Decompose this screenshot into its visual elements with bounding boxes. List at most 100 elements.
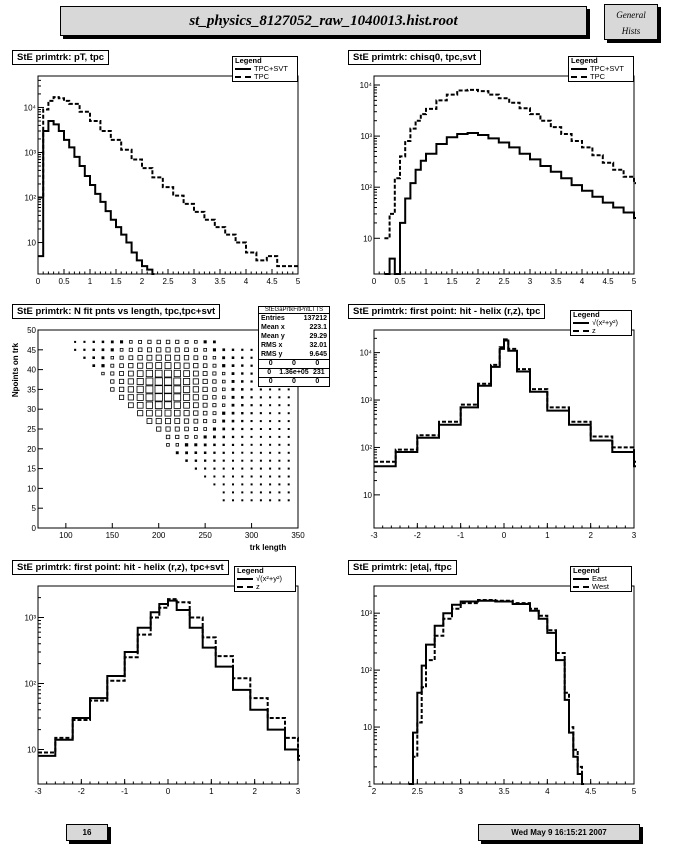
- scatter-box: [145, 393, 154, 402]
- series-line-2: [38, 96, 300, 268]
- scatter-box: [175, 339, 180, 344]
- scatter-box: [250, 364, 253, 367]
- scatter-box: [202, 394, 208, 400]
- scatter-box: [101, 356, 105, 360]
- scatter-box: [287, 435, 290, 438]
- scatter-box: [269, 451, 272, 454]
- x-tick-label: 4: [580, 277, 585, 286]
- scatter-box: [259, 499, 262, 502]
- scatter-box: [278, 483, 281, 486]
- y-tick-label: 10: [363, 723, 372, 732]
- x-tick-label: 2: [252, 787, 257, 796]
- scatter-box: [203, 443, 207, 447]
- x-tick-label: 3: [458, 787, 463, 796]
- legend-swatch: [235, 68, 251, 70]
- scatter-box: [163, 377, 173, 386]
- scatter-box: [231, 467, 234, 470]
- scatter-box: [119, 355, 124, 360]
- scatter-box: [203, 459, 207, 462]
- stats-quad-row: 0 1.36e+05 231: [259, 368, 329, 377]
- scatter-box: [250, 348, 253, 351]
- scatter-box: [241, 483, 244, 486]
- scatter-box: [250, 404, 253, 407]
- scatter-box: [212, 427, 217, 431]
- scatter-box: [185, 451, 189, 455]
- scatter-box: [250, 443, 253, 446]
- y-tick-label: 10⁴: [24, 103, 37, 112]
- scatter-box: [231, 475, 234, 478]
- scatter-box: [183, 402, 190, 409]
- y-tick-label: 10³: [360, 132, 372, 141]
- scatter-box: [145, 369, 153, 378]
- legend-swatch: [573, 322, 589, 324]
- scatter-box: [212, 387, 217, 392]
- scatter-box: [136, 402, 144, 409]
- x-tick-label: 2.5: [162, 277, 174, 286]
- x-axis-label: trk length: [250, 543, 287, 552]
- scatter-box: [193, 418, 199, 424]
- scatter-box: [241, 443, 244, 446]
- scatter-box: [278, 491, 281, 494]
- scatter-box: [155, 362, 163, 369]
- stats-value: 223.1: [309, 324, 327, 331]
- scatter-box: [183, 355, 190, 361]
- scatter-box: [163, 393, 173, 402]
- scatter-box: [146, 418, 153, 424]
- x-tick-label: 3: [296, 787, 301, 796]
- legend-entry: TPC+SVT: [569, 65, 633, 73]
- y-tick-label: 20: [27, 445, 36, 454]
- scatter-box: [192, 402, 199, 409]
- scatter-box: [250, 451, 253, 454]
- scatter-box: [192, 370, 199, 377]
- scatter-box: [183, 378, 191, 386]
- scatter-box: [173, 409, 181, 417]
- scatter-box: [222, 435, 225, 439]
- scatter-box: [156, 339, 161, 345]
- scatter-box: [120, 340, 124, 344]
- scatter-box: [250, 380, 253, 383]
- y-tick-label: 10⁴: [360, 81, 373, 90]
- scatter-box: [240, 396, 244, 399]
- scatter-box: [287, 467, 290, 470]
- scatter-box: [173, 369, 181, 378]
- scatter-box: [278, 428, 281, 431]
- plot-frame: [373, 75, 635, 275]
- y-tick-label: 35: [27, 385, 36, 394]
- scatter-box: [222, 364, 226, 368]
- scatter-box: [250, 428, 253, 431]
- scatter-box: [250, 435, 253, 438]
- page-number: 16: [82, 828, 92, 837]
- x-tick-label: 3.5: [214, 277, 226, 286]
- scatter-box: [138, 340, 143, 344]
- legend-swatch: [571, 68, 587, 70]
- scatter-box: [175, 434, 180, 440]
- scatter-box: [269, 459, 272, 462]
- page-number-box: 16: [66, 824, 108, 841]
- scatter-box: [165, 426, 171, 432]
- y-tick-label: 15: [27, 465, 36, 474]
- scatter-box: [259, 412, 262, 415]
- x-tick-label: 3.5: [498, 787, 510, 796]
- scatter-box: [259, 428, 262, 431]
- scatter-box: [259, 451, 262, 454]
- scatter-box: [250, 459, 253, 462]
- series-line-1: [384, 132, 636, 275]
- scatter-box: [154, 377, 163, 386]
- scatter-box: [136, 385, 144, 393]
- scatter-box: [184, 434, 189, 439]
- scatter-box: [194, 443, 198, 447]
- legend-label: West: [592, 582, 609, 591]
- scatter-box: [269, 443, 272, 446]
- scatter-box: [164, 401, 172, 410]
- scatter-box: [127, 394, 134, 401]
- scatter-box: [136, 378, 144, 386]
- x-tick-label: 2: [372, 787, 377, 796]
- scatter-box: [145, 401, 153, 409]
- scatter-box: [231, 348, 235, 352]
- stats-quad-cell: 0: [292, 378, 296, 385]
- stats-row: RMS x 32.01: [259, 341, 329, 350]
- scatter-box: [147, 339, 152, 344]
- scatter-box: [240, 380, 244, 383]
- legend: Legend √(x²+y²) z: [570, 310, 632, 336]
- x-tick-label: 0: [166, 787, 171, 796]
